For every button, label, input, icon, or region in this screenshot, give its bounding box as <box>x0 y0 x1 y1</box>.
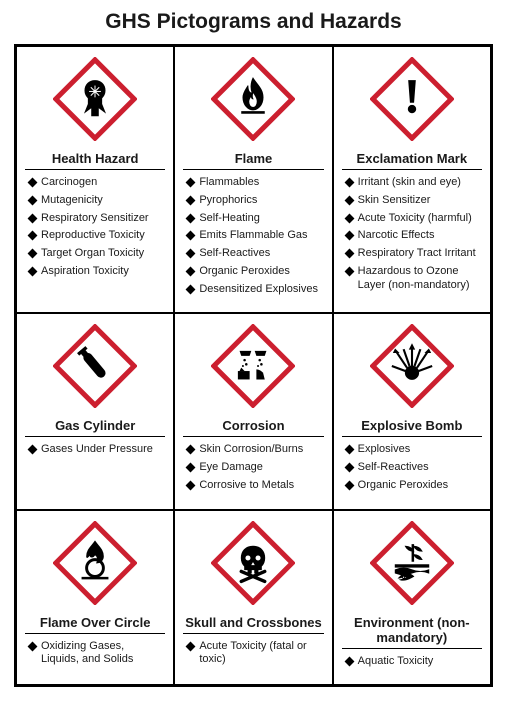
hazard-item: Eye Damage <box>187 461 321 475</box>
flame-hazard-list: Flammables Pyrophorics Self-Heating Emits F… <box>183 176 323 300</box>
hazard-item: Skin Corrosion/Burns <box>187 443 321 457</box>
cell-oxidizer: Flame Over Circle Oxidizing Gases, Liquid… <box>16 510 174 686</box>
cell-skull: Skull and Crossbones Acute Toxicity (fata… <box>174 510 332 686</box>
cell-gas-cylinder: Gas Cylinder Gases Under Pressure <box>16 313 174 509</box>
environment-icon <box>342 521 482 605</box>
hazard-item: Hazardous to Ozone Layer (non-mandatory) <box>346 265 480 293</box>
hazard-item: Emits Flammable Gas <box>187 229 321 243</box>
explosive-hazard-list: Explosives Self-Reactives Organic Peroxide… <box>342 443 482 496</box>
skull-icon <box>183 521 323 605</box>
page-title: GHS Pictograms and Hazards <box>14 10 493 34</box>
cell-explosive: Explosive Bomb Explosives Self-Reactives Or… <box>333 313 491 509</box>
hazard-item: Corrosive to Metals <box>187 479 321 493</box>
health-hazard-icon <box>25 57 165 141</box>
explosive-icon <box>342 324 482 408</box>
cell-flame: Flame Flammables Pyrophorics Self-Heating Em… <box>174 46 332 313</box>
hazard-item: Flammables <box>187 176 321 190</box>
hazard-item: Self-Reactives <box>187 247 321 261</box>
skull-hazard-list: Acute Toxicity (fatal or toxic) <box>183 640 323 672</box>
gas-cylinder-icon <box>25 324 165 408</box>
hazard-item: Organic Peroxides <box>346 479 480 493</box>
hazard-item: Acute Toxicity (harmful) <box>346 212 480 226</box>
hazard-item: Irritant (skin and eye) <box>346 176 480 190</box>
flame-icon <box>183 57 323 141</box>
cell-health-hazard: Health Hazard Carcinogen Mutagenicity Respi… <box>16 46 174 313</box>
hazard-item: Acute Toxicity (fatal or toxic) <box>187 640 321 668</box>
cell-exclamation: Exclamation Mark Irritant (skin and eye) S… <box>333 46 491 313</box>
environment-hazard-list: Aquatic Toxicity <box>342 655 482 673</box>
flame-title: Flame <box>183 151 323 170</box>
hazard-item: Explosives <box>346 443 480 457</box>
hazard-item: Reproductive Toxicity <box>29 229 163 243</box>
hazard-item: Skin Sensitizer <box>346 194 480 208</box>
cell-environment: Environment (non-mandatory) Aquatic Toxic… <box>333 510 491 686</box>
explosive-title: Explosive Bomb <box>342 418 482 437</box>
hazard-item: Self-Heating <box>187 212 321 226</box>
hazard-item: Desensitized Explosives <box>187 283 321 297</box>
hazard-item: Narcotic Effects <box>346 229 480 243</box>
health-hazard-hazard-list: Carcinogen Mutagenicity Respiratory Sensit… <box>25 176 165 283</box>
hazard-item: Target Organ Toxicity <box>29 247 163 261</box>
corrosion-hazard-list: Skin Corrosion/Burns Eye Damage Corrosive … <box>183 443 323 496</box>
gas-cylinder-title: Gas Cylinder <box>25 418 165 437</box>
hazard-item: Mutagenicity <box>29 194 163 208</box>
hazard-item: Carcinogen <box>29 176 163 190</box>
exclamation-title: Exclamation Mark <box>342 151 482 170</box>
health-hazard-title: Health Hazard <box>25 151 165 170</box>
hazard-item: Oxidizing Gases, Liquids, and Solids <box>29 640 163 668</box>
oxidizer-icon <box>25 521 165 605</box>
corrosion-icon <box>183 324 323 408</box>
hazard-item: Self-Reactives <box>346 461 480 475</box>
pictogram-grid: Health Hazard Carcinogen Mutagenicity Respi… <box>14 44 493 687</box>
oxidizer-title: Flame Over Circle <box>25 615 165 634</box>
corrosion-title: Corrosion <box>183 418 323 437</box>
skull-title: Skull and Crossbones <box>183 615 323 634</box>
cell-corrosion: Corrosion Skin Corrosion/Burns Eye Damage C… <box>174 313 332 509</box>
hazard-item: Gases Under Pressure <box>29 443 163 457</box>
gas-cylinder-hazard-list: Gases Under Pressure <box>25 443 165 461</box>
hazard-item: Pyrophorics <box>187 194 321 208</box>
exclamation-hazard-list: Irritant (skin and eye) Skin Sensitizer Ac… <box>342 176 482 296</box>
hazard-item: Aspiration Toxicity <box>29 265 163 279</box>
exclamation-icon <box>342 57 482 141</box>
hazard-item: Organic Peroxides <box>187 265 321 279</box>
hazard-item: Respiratory Tract Irritant <box>346 247 480 261</box>
hazard-item: Respiratory Sensitizer <box>29 212 163 226</box>
environment-title: Environment (non-mandatory) <box>342 615 482 649</box>
oxidizer-hazard-list: Oxidizing Gases, Liquids, and Solids <box>25 640 165 672</box>
hazard-item: Aquatic Toxicity <box>346 655 480 669</box>
